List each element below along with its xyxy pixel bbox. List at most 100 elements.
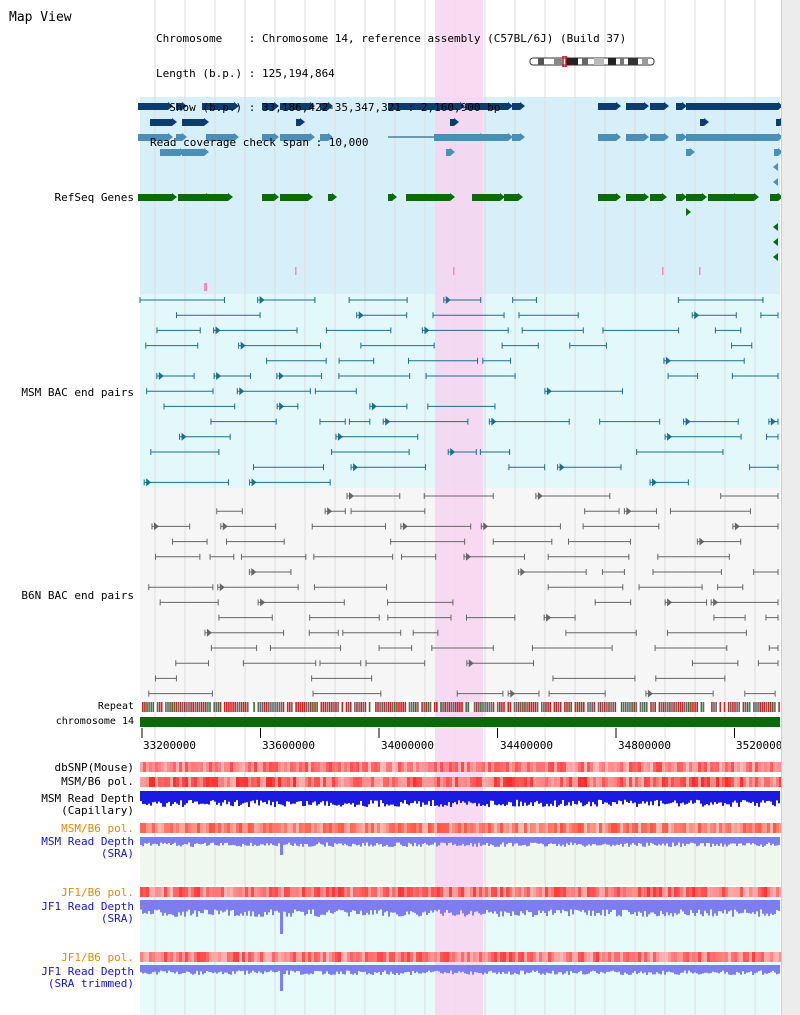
- msm-pol-sra-heat-cell: [761, 823, 764, 833]
- jf1-trim-depth-bar: [274, 965, 276, 973]
- jf1-sra-depth-bar: [622, 900, 624, 911]
- repeat-bar: [589, 702, 591, 712]
- jf1-trim-depth-bar: [718, 965, 720, 974]
- jf1-sra-depth-bar: [778, 900, 780, 912]
- gene-block: [686, 103, 778, 110]
- jf1-trim-depth-bar: [220, 965, 222, 972]
- repeat-bar: [587, 702, 589, 712]
- msm-capillary-depth-bar: [348, 791, 350, 804]
- jf1-sra-depth-bar: [434, 900, 436, 911]
- msm-sra-depth-bar: [244, 837, 246, 846]
- info-show-range: Show (b.p.) : 33,186,422-35,347,321 : 2,…: [156, 101, 501, 114]
- repeat-bar: [475, 702, 478, 712]
- msm-pol-heat-cell: [173, 777, 176, 787]
- jf1-sra-depth-bar: [308, 900, 310, 910]
- msm-pol-heat-cell: [434, 777, 437, 787]
- msm-sra-depth-bar: [166, 837, 168, 845]
- jf1-sra-depth-bar: [238, 900, 240, 916]
- msm-capillary-depth-bar: [316, 791, 318, 806]
- msm-capillary-depth-bar: [308, 791, 310, 805]
- jf1-sra-depth-bar: [672, 900, 674, 917]
- msm-capillary-depth-bar: [744, 791, 746, 801]
- msm-pol-heat-cell: [335, 777, 338, 787]
- repeat-bar: [280, 702, 283, 712]
- jf1-pol-trim-heat-cell: [593, 952, 596, 962]
- gene-block: [598, 134, 616, 141]
- jf1-sra-depth-bar: [594, 900, 596, 916]
- msm-pol-heat-cell: [221, 777, 224, 787]
- jf1-trim-depth-bar: [776, 965, 778, 975]
- jf1-pol-trim-heat-cell: [677, 952, 680, 962]
- msm-capillary-depth-bar: [400, 791, 402, 803]
- jf1-pol-trim-heat-cell: [446, 952, 449, 962]
- jf1-pol-trim-heat-cell: [407, 952, 410, 962]
- msm-pol-sra-heat-cell: [323, 823, 326, 833]
- dbsnp-heat-cell: [329, 762, 332, 772]
- gene-arrow: [682, 193, 687, 201]
- jf1-trim-depth-bar: [566, 965, 568, 972]
- jf1-trim-depth-bar: [270, 965, 272, 971]
- msm-pol-sra-heat-cell: [743, 823, 746, 833]
- msm-pol-heat-cell: [233, 777, 236, 787]
- jf1-trim-depth-bar: [286, 965, 288, 971]
- jf1-trim-depth-bar: [232, 965, 234, 972]
- jf1-sra-depth-bar: [522, 900, 524, 914]
- dbsnp-heat-cell: [305, 762, 308, 772]
- jf1-pol-heat-cell: [269, 887, 272, 897]
- chromosome-ideogram[interactable]: [528, 52, 656, 68]
- jf1-trim-depth-bar: [734, 965, 736, 975]
- msm-capillary-depth-bar: [738, 791, 740, 807]
- b6n-bac-pair-arrow: [647, 689, 653, 698]
- jf1-sra-depth-bar: [604, 900, 606, 917]
- msm-pol-heat-cell: [587, 777, 590, 787]
- jf1-pol-heat-cell: [311, 887, 314, 897]
- axis-tick-label: 34000000: [381, 739, 434, 752]
- repeat-bar: [427, 702, 430, 712]
- vertical-scrollbar[interactable]: [781, 0, 800, 1015]
- msm-sra-depth-bar: [376, 837, 378, 844]
- jf1-trim-depth-bar: [178, 965, 180, 975]
- jf1-trim-depth-bar: [196, 965, 198, 971]
- dbsnp-heat-cell: [293, 762, 296, 772]
- msm-capillary-depth-bar: [446, 791, 448, 806]
- jf1-pol-heat-cell: [704, 887, 707, 897]
- repeat-bar: [331, 702, 333, 712]
- dbsnp-heat-cell: [689, 762, 692, 772]
- msm-capillary-depth-bar: [442, 791, 444, 807]
- msm-sra-depth-bar: [186, 837, 188, 845]
- gene-block: [262, 134, 274, 141]
- msm-sra-depth-bar: [712, 837, 714, 844]
- jf1-trim-depth-bar: [294, 965, 296, 973]
- jf1-pol-trim-heat-cell: [149, 952, 152, 962]
- jf1-trim-depth-bar: [610, 965, 612, 972]
- dbsnp-heat-cell: [749, 762, 752, 772]
- jf1-pol-heat-cell: [599, 887, 602, 897]
- jf1-trim-depth-bar: [726, 965, 728, 973]
- jf1-pol-heat-cell: [275, 887, 278, 897]
- jf1-sra-depth-bar: [336, 900, 338, 911]
- dbsnp-heat-cell: [230, 762, 233, 772]
- repeat-bar: [625, 702, 627, 712]
- msm-sra-depth-bar: [654, 837, 656, 845]
- msm-pol-sra-heat-cell: [578, 823, 581, 833]
- dbsnp-heat-cell: [461, 762, 464, 772]
- jf1-sra-depth-bar: [506, 900, 508, 913]
- msm-capillary-depth-bar: [624, 791, 626, 800]
- repeat-bar: [358, 702, 360, 712]
- msm-pol-sra-heat-cell: [188, 823, 191, 833]
- repeat-bar: [769, 702, 772, 712]
- msm-pol-sra-heat-cell: [494, 823, 497, 833]
- repeat-bar: [354, 702, 356, 712]
- jf1-pol-heat-cell: [638, 887, 641, 897]
- jf1-sra-depth-bar: [454, 900, 456, 916]
- msm-capillary-depth-bar: [268, 791, 270, 801]
- msm-pol-heat-cell: [476, 777, 479, 787]
- b6n-bac-pair-arrow: [153, 522, 159, 531]
- msm-capillary-depth-bar: [716, 791, 718, 804]
- jf1-pol-heat-cell: [773, 887, 776, 897]
- jf1-trim-depth-bar: [710, 965, 712, 974]
- msm-capillary-depth-bar: [760, 791, 762, 803]
- jf1-sra-depth-bar: [412, 900, 414, 913]
- dbsnp-heat-cell: [497, 762, 500, 772]
